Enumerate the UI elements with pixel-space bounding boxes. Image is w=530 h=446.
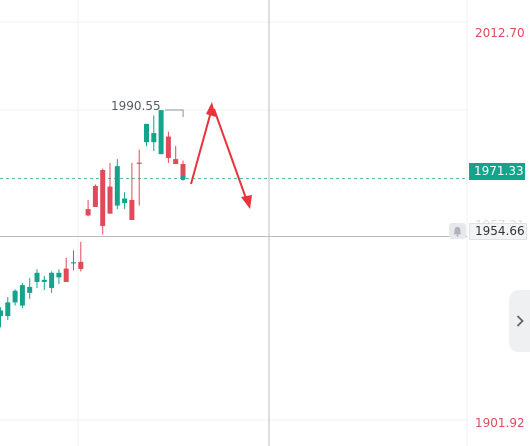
up-arrow-head: [206, 102, 216, 117]
price-axis[interactable]: 2012.70 1957.21 1971.33 1954.66 1901.92: [467, 0, 530, 446]
candle-body: [92, 185, 98, 207]
chevron-right-glyph: [516, 315, 524, 327]
down-arrow-head: [241, 195, 252, 209]
candle-body: [136, 162, 142, 164]
candle-body: [5, 302, 11, 317]
chevron-right-icon[interactable]: [509, 290, 530, 352]
price-axis-top-label: 2012.70: [475, 26, 525, 40]
candle-body: [100, 170, 106, 226]
candle-body: [114, 166, 120, 206]
high-price-label: 1990.55: [111, 99, 161, 113]
up-arrow-line: [190, 107, 213, 185]
down-arrow-line: [213, 108, 249, 205]
candle-body: [158, 110, 164, 155]
candle-body: [85, 209, 91, 216]
candle-body: [27, 286, 33, 293]
candle-body: [34, 272, 40, 282]
crosshair-price-tag: 1954.66: [469, 223, 527, 240]
candle-body: [151, 133, 157, 143]
price-axis-bottom-label: 1901.92: [475, 416, 525, 430]
high-marker-bracket: [165, 109, 184, 117]
candle-body: [165, 136, 171, 159]
candle-body: [144, 123, 149, 143]
candle-body: [122, 198, 128, 204]
candle-body: [49, 272, 55, 288]
candle-body: [180, 164, 186, 178]
bell-icon[interactable]: [449, 223, 466, 239]
bell-glyph: [453, 226, 462, 237]
candle-body: [71, 262, 76, 264]
candle-body: [107, 186, 113, 214]
last-price-dot: [180, 175, 186, 181]
candle-body: [41, 279, 47, 282]
candle-body: [63, 268, 69, 282]
candle-body: [12, 290, 18, 303]
candle-body: [19, 285, 25, 306]
candle-body: [129, 199, 135, 220]
candle-body: [56, 272, 62, 278]
current-price-tag: 1971.33: [469, 163, 525, 180]
candle-body: [78, 261, 84, 269]
candle-body: [0, 310, 3, 317]
candle-body: [173, 159, 179, 165]
